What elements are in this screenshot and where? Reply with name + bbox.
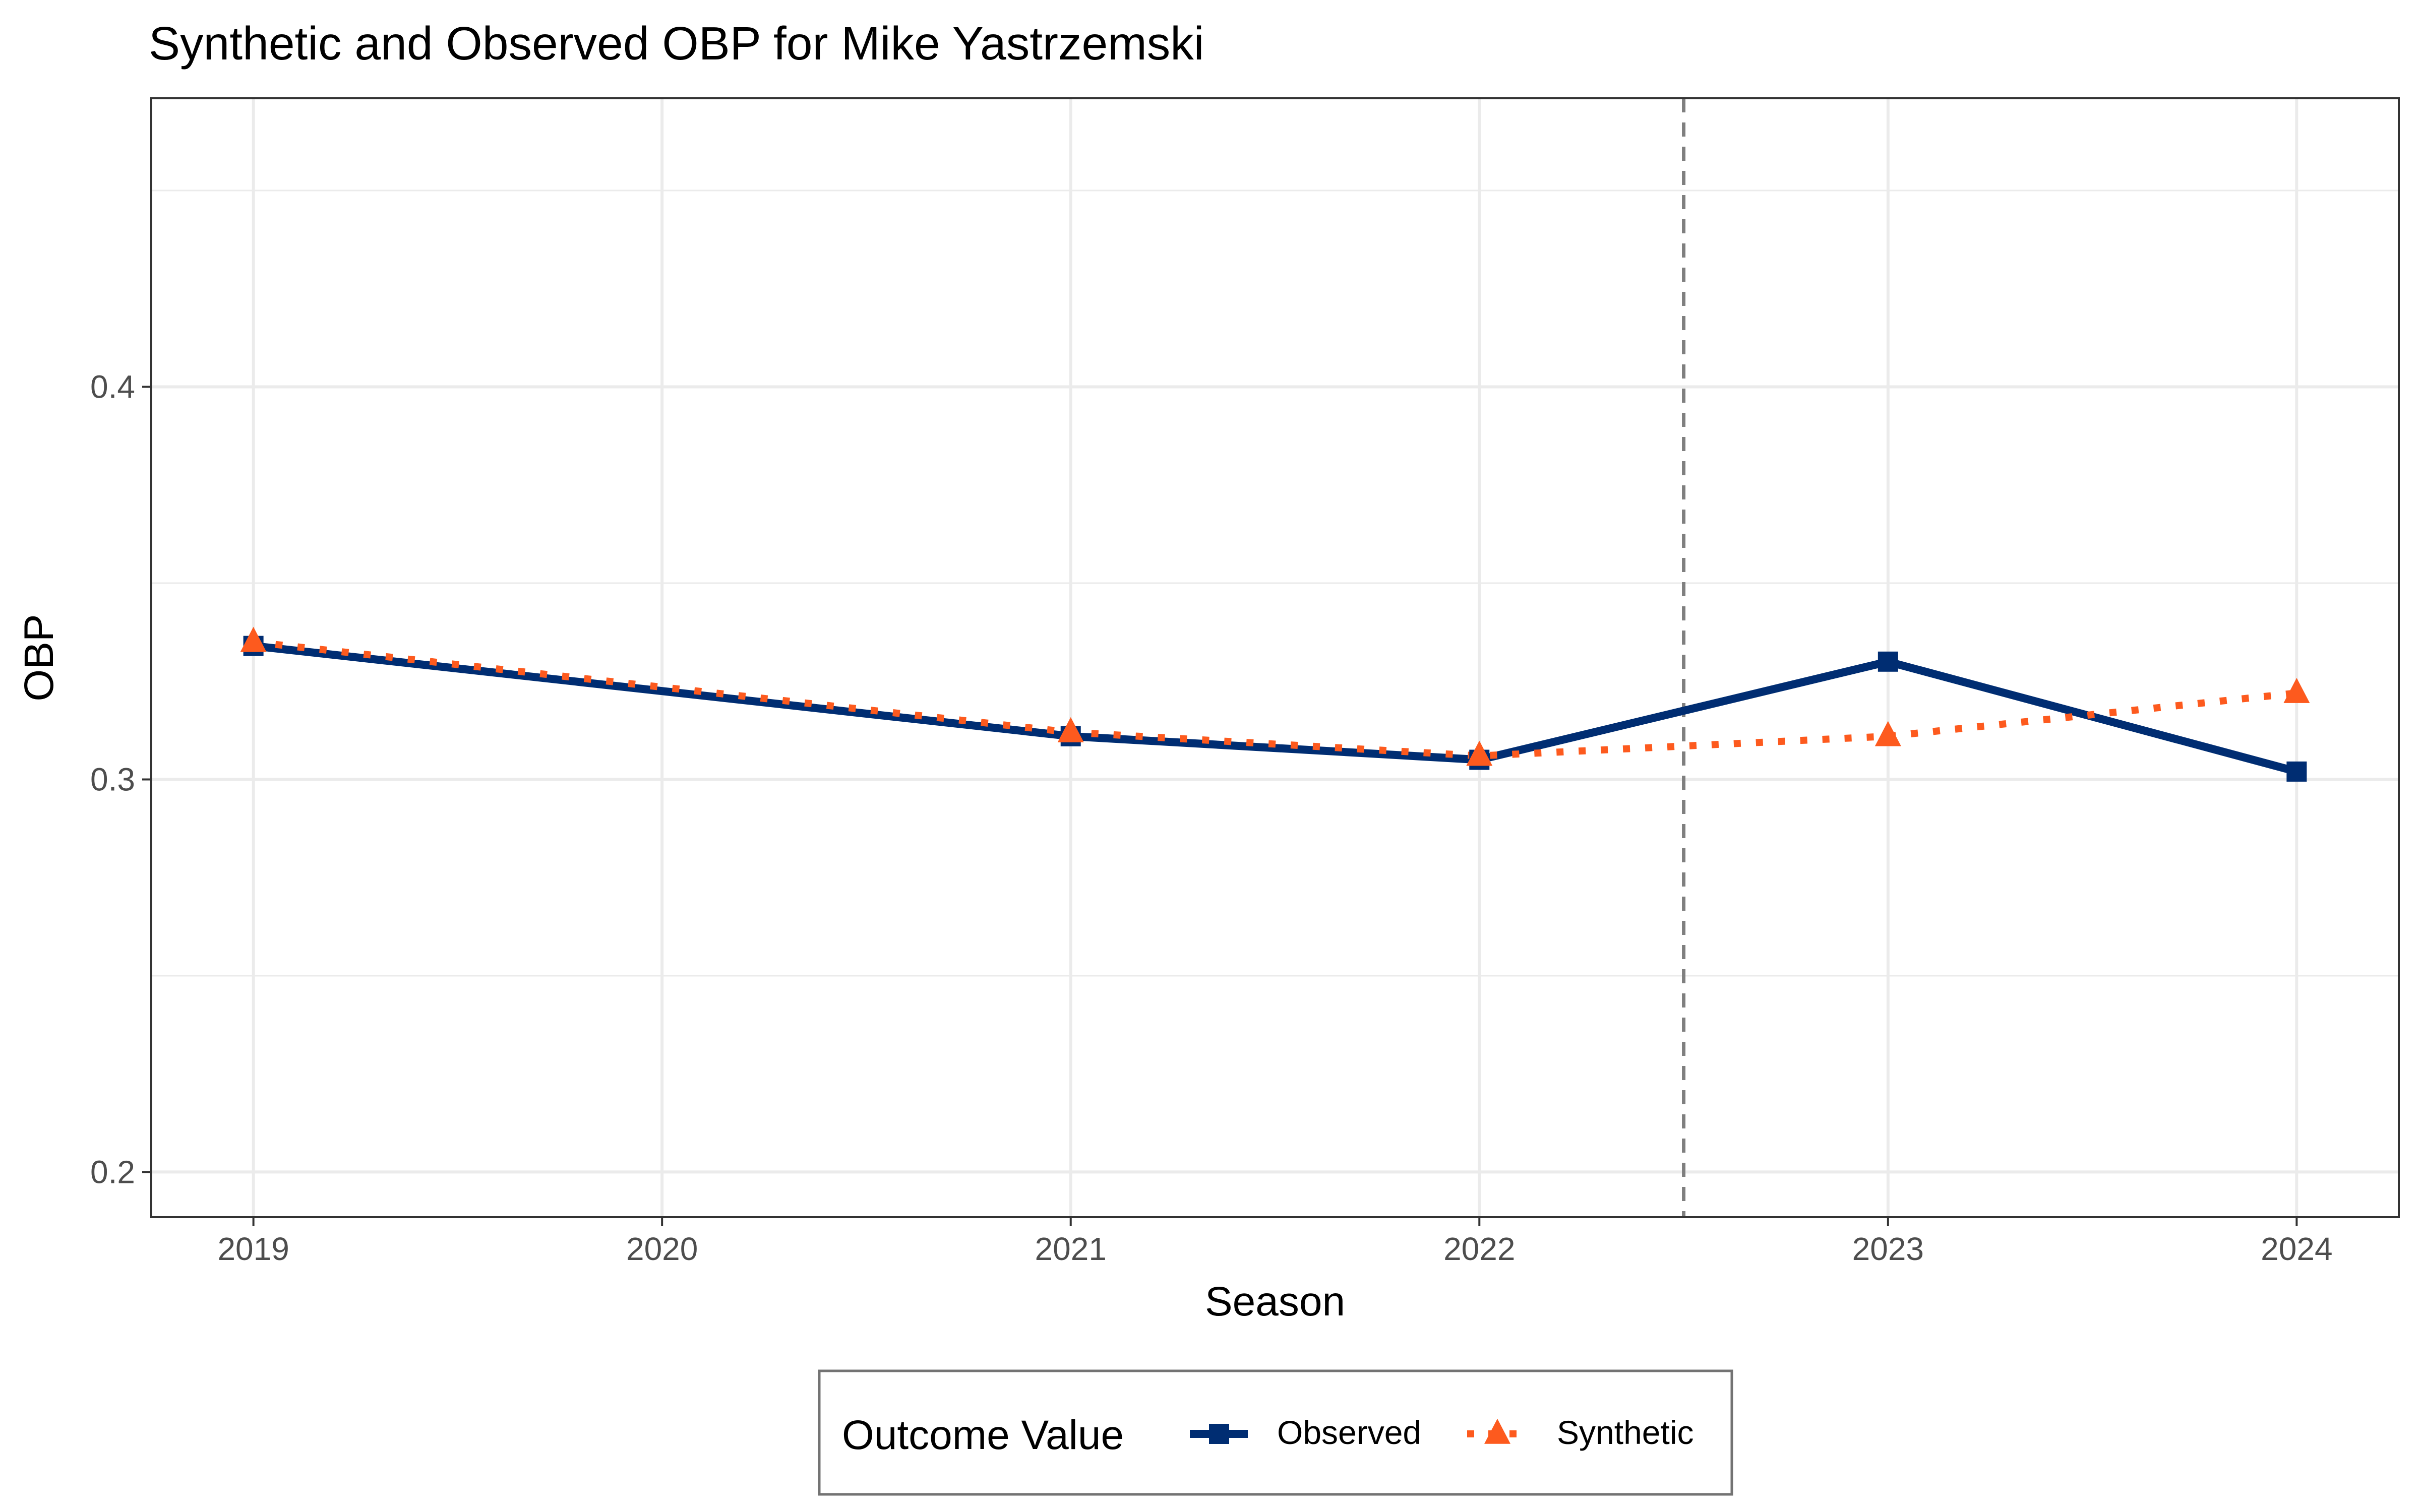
y-axis-title: OBP bbox=[16, 614, 62, 701]
y-tick-label: 0.4 bbox=[90, 369, 135, 405]
legend-key-marker-synthetic bbox=[1484, 1418, 1510, 1444]
point-synthetic bbox=[240, 626, 267, 652]
plot-panel-border bbox=[150, 97, 2400, 1218]
point-synthetic bbox=[1057, 717, 1084, 742]
point-synthetic bbox=[1466, 740, 1493, 766]
legend-label-synthetic: Synthetic bbox=[1557, 1414, 1693, 1451]
legend-box bbox=[818, 1369, 1733, 1496]
x-tick-label: 2023 bbox=[1852, 1231, 1924, 1267]
x-tick-label: 2019 bbox=[217, 1231, 289, 1267]
point-observed bbox=[2286, 761, 2307, 782]
legend: Outcome Value Observed Synthetic bbox=[818, 1369, 1733, 1496]
series-line-synthetic bbox=[253, 638, 2297, 760]
legend-keys bbox=[1190, 1418, 1528, 1444]
legend-label-observed: Observed bbox=[1277, 1414, 1421, 1451]
x-tick-label: 2021 bbox=[1035, 1231, 1107, 1267]
plot-panel-background bbox=[151, 98, 2399, 1217]
series-markers bbox=[240, 626, 2310, 782]
y-axis-ticks: 0.2 0.3 0.4 bbox=[90, 369, 151, 1190]
x-axis-title: Season bbox=[1205, 1279, 1345, 1325]
minor-gridlines bbox=[151, 190, 2399, 977]
chart-title: Synthetic and Observed OBP for Mike Yast… bbox=[149, 17, 1204, 70]
point-observed bbox=[1878, 651, 1898, 672]
x-tick-label: 2022 bbox=[1443, 1231, 1515, 1267]
legend-title: Outcome Value bbox=[842, 1412, 1124, 1458]
point-synthetic bbox=[2283, 677, 2310, 703]
y-tick-label: 0.2 bbox=[90, 1154, 135, 1190]
x-tick-label: 2020 bbox=[626, 1231, 698, 1267]
point-synthetic bbox=[1874, 721, 1901, 746]
legend-key-marker-observed bbox=[1209, 1424, 1229, 1444]
x-tick-label: 2024 bbox=[2261, 1231, 2332, 1267]
y-tick-label: 0.3 bbox=[90, 761, 135, 797]
x-axis-ticks: 2019 2020 2021 2022 2023 2024 bbox=[217, 1217, 2333, 1267]
